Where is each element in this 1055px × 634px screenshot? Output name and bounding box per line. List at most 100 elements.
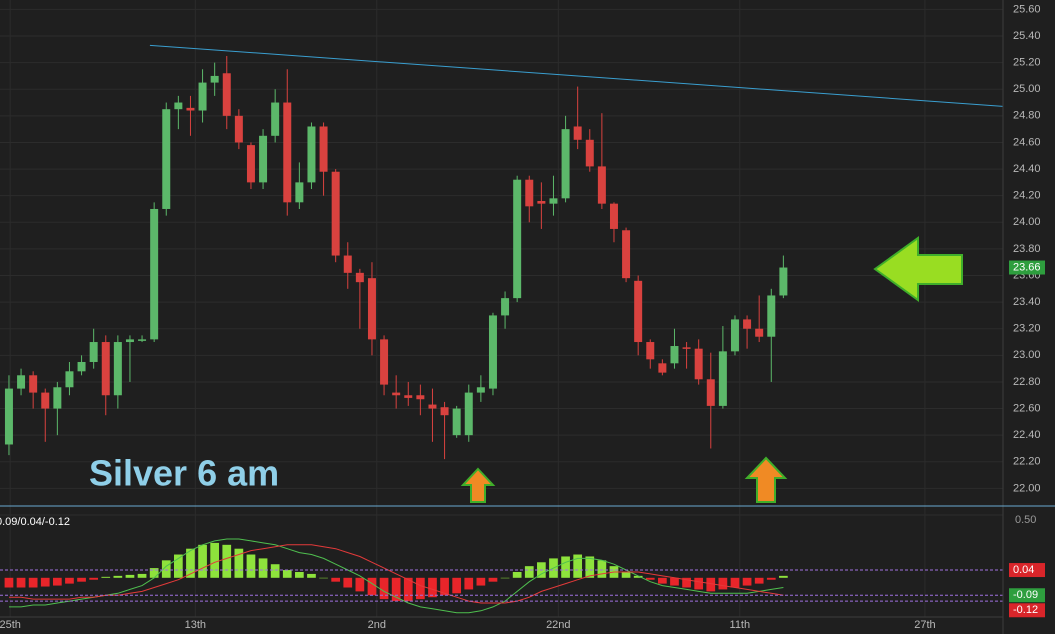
histogram-bar: [573, 554, 583, 578]
histogram-bar: [355, 577, 365, 592]
price-axis: 21.8022.0022.2022.4022.6022.8023.0023.20…: [1009, 3, 1045, 494]
histogram-bar: [766, 577, 776, 580]
y-tick-label: 22.80: [1013, 376, 1041, 388]
candle-body: [743, 319, 752, 329]
candle-body: [537, 200, 546, 204]
y-tick-label: 23.40: [1013, 296, 1041, 308]
histogram-bar: [440, 577, 449, 596]
candle-body: [295, 182, 304, 203]
candle-body: [428, 404, 437, 409]
candle-body: [634, 280, 643, 343]
candle-body: [331, 171, 340, 256]
candle-body: [416, 395, 425, 400]
trendline: [149, 44, 1003, 107]
candle-body: [573, 126, 582, 140]
last-price-label: 23.66: [1013, 261, 1041, 273]
candle-body: [392, 392, 401, 396]
histogram-bar: [52, 577, 62, 586]
histogram-bar: [670, 577, 679, 586]
marker-label: 0.04: [1013, 564, 1034, 576]
candle-body: [525, 179, 534, 207]
candle-body: [549, 198, 558, 204]
candle-body: [779, 267, 788, 296]
histogram-bar: [500, 577, 510, 579]
histogram-bar: [222, 544, 232, 578]
histogram-bar: [4, 577, 14, 588]
histogram-bar: [779, 575, 788, 578]
histogram-bar: [89, 577, 99, 580]
histogram-bar: [270, 564, 280, 578]
candle-body: [198, 82, 207, 111]
histogram-bar: [282, 570, 292, 578]
histogram-bar: [524, 566, 534, 578]
candle-body: [730, 319, 739, 352]
candle-body: [706, 379, 715, 406]
candle-body: [755, 328, 764, 337]
candle-body: [65, 371, 74, 388]
y-tick-label: 24.40: [1013, 163, 1041, 175]
histogram-bar: [658, 577, 667, 584]
marker-box: [1009, 603, 1045, 618]
histogram-bar: [452, 577, 462, 594]
orange-arrow: [744, 456, 788, 503]
histogram-bar: [476, 577, 486, 586]
histogram-bar: [307, 573, 316, 578]
candle-body: [17, 375, 26, 389]
x-tick-label: 2nd: [368, 619, 386, 631]
candle-body: [597, 166, 606, 204]
y-tick-label: 22.00: [1013, 482, 1041, 494]
y-tick-label: 25.60: [1013, 3, 1041, 15]
histogram-bar: [682, 577, 691, 588]
candle-body: [513, 179, 522, 299]
macd-title: 0.09/0.04/-0.12: [0, 516, 70, 528]
histogram-bar: [65, 577, 74, 584]
y-tick-label: 23.80: [1013, 243, 1041, 255]
marker-label: -0.12: [1013, 604, 1038, 616]
candle-body: [658, 363, 667, 373]
candle-body: [271, 102, 280, 136]
histogram-bar: [633, 575, 643, 578]
candle-body: [259, 135, 268, 183]
candle-body: [718, 351, 727, 406]
histogram-bar: [319, 577, 328, 579]
last-price-box: [1009, 260, 1045, 275]
y-tick-label: 22.60: [1013, 402, 1041, 414]
candle-body: [138, 339, 147, 341]
histogram-bar: [464, 577, 474, 590]
histogram-bar: [754, 577, 764, 584]
histogram-bar: [645, 577, 655, 580]
candle-body: [670, 346, 679, 364]
histogram-bar: [101, 576, 111, 578]
candle-body: [646, 342, 655, 360]
macd-scale-label: 0.50: [1015, 514, 1036, 526]
histogram-bar: [125, 574, 135, 578]
candle-body: [234, 115, 243, 143]
candle-body: [4, 388, 13, 445]
histogram-bar: [416, 577, 425, 600]
candle-body: [150, 208, 159, 340]
histogram-bar: [730, 577, 740, 588]
histogram-bar: [718, 577, 728, 590]
candle-body: [29, 375, 38, 393]
candle-body: [488, 315, 497, 389]
y-tick-label: 25.20: [1013, 57, 1041, 69]
y-tick-label: 24.60: [1013, 136, 1041, 148]
annotation: Silver 6 am: [89, 453, 279, 494]
histogram-bar: [113, 575, 123, 578]
histogram-bar: [621, 571, 631, 578]
green-arrow: [873, 236, 963, 302]
candle-body: [767, 295, 776, 337]
histogram-bar: [343, 577, 353, 588]
candle-body: [440, 407, 449, 416]
histogram-bar: [403, 577, 413, 602]
grid: [0, 0, 1003, 617]
candle-body: [246, 145, 255, 183]
candle-body: [210, 75, 219, 83]
histogram-bar: [174, 554, 183, 578]
candle-body: [622, 230, 631, 279]
y-tick-label: 25.00: [1013, 83, 1041, 95]
marker-label: -0.09: [1013, 589, 1038, 601]
y-tick-label: 23.00: [1013, 349, 1041, 361]
